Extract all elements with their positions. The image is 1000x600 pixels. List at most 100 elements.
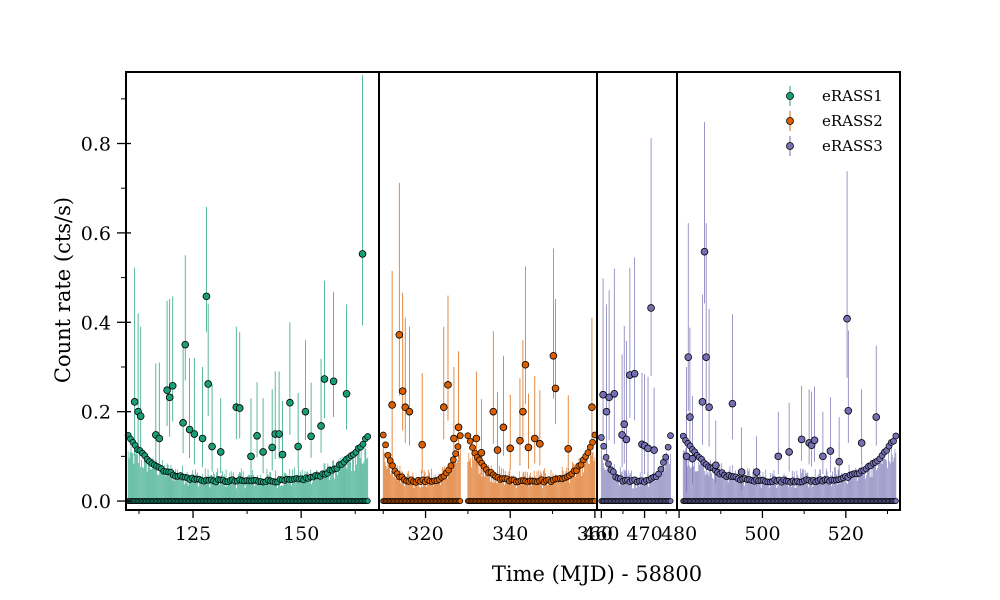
point-baseline [657,465,665,473]
data-point [493,446,502,454]
x-tick-label: 150 [283,523,319,545]
data-point [752,468,761,476]
point-baseline [452,450,459,457]
point-zero [364,498,371,505]
data-point [536,440,544,448]
point-zero [892,498,899,505]
data-point [530,434,539,443]
x-tick-label: 520 [828,523,864,545]
point-baseline [892,432,900,440]
data-point [549,352,558,360]
y-tick-label: 0.2 [81,402,111,424]
data-point [588,403,596,412]
data-point [737,468,746,476]
panel-frame-2 [378,71,598,511]
data-point [450,434,458,443]
series-erass2 [379,182,599,505]
data-point [320,375,329,383]
data-point [247,452,255,461]
point-baseline [589,438,596,446]
chart-panels [124,75,900,505]
x-tick-label: 125 [175,523,211,545]
x-tick-label: 500 [744,523,780,545]
data-point [317,422,325,430]
data-point [705,403,713,412]
data-point [204,380,212,388]
legend-item-erass3: eRASS3 [786,136,883,156]
data-point [477,448,486,457]
data-point [395,330,404,339]
data-point [185,425,194,434]
data-point [155,434,164,443]
point-baseline [597,434,605,441]
data-point [329,377,338,386]
series-erass3-segment-2 [679,122,900,505]
data-point [872,413,881,421]
data-point [521,360,530,369]
data-point [630,369,639,378]
point-zero [667,498,674,505]
data-point [165,393,174,402]
point-zero [457,498,464,505]
point-baseline [584,449,592,457]
panel-frames [125,71,901,511]
x-tick-label: 460 [583,523,619,545]
data-point [684,353,693,361]
x-tick-label: 480 [661,523,697,545]
data-point [179,419,187,427]
data-point [208,442,216,451]
legend-label-erass3: eRASS3 [822,137,883,155]
point-baseline [379,431,387,439]
data-point [835,457,843,466]
data-point [785,448,793,456]
y-axis-label: Count rate (cts/s) [51,197,75,383]
y-tick-label: 0.4 [81,312,111,334]
point-baseline [449,456,457,464]
data-point [163,386,171,395]
data-point [618,431,626,439]
point-baseline [664,443,672,451]
series-erass3-segment-1 [597,138,674,505]
data-point [797,435,806,444]
point-baseline [454,443,462,450]
data-point [702,353,710,361]
point-baseline [364,433,372,440]
series-erass2-segment-1 [379,182,464,505]
data-point [622,435,631,444]
point-baseline [466,437,474,445]
data-point [275,430,283,438]
data-point [294,442,302,451]
data-point [216,448,225,456]
x-axis-label: Time (MJD) - 58800 [492,562,702,586]
data-point [774,452,783,461]
point-baseline [602,454,610,461]
data-point [168,381,177,390]
data-point [253,432,261,440]
point-baseline [469,444,476,451]
legend-marker-erass1 [786,92,794,100]
data-point [610,389,619,398]
x-tick-label: 470 [626,523,662,545]
data-point [728,399,737,408]
data-point [181,340,190,349]
data-point [844,406,853,415]
series-erass3 [597,122,900,505]
x-tick-label: 320 [407,523,443,545]
legend: eRASS1 eRASS2 eRASS3 [786,86,883,156]
point-baseline [464,432,472,440]
data-point [605,393,613,402]
data-point [472,434,481,443]
data-point [259,448,267,456]
series-erass2-segment-2 [464,248,599,505]
data-point [826,447,835,455]
data-point [698,398,707,406]
data-point [620,420,629,428]
legend-item-erass2: eRASS2 [786,111,883,131]
data-point [810,436,819,445]
data-point [650,446,658,454]
x-tick-label: 340 [492,523,528,545]
data-point [444,381,452,389]
data-point [439,403,448,412]
point-baseline [662,453,670,461]
